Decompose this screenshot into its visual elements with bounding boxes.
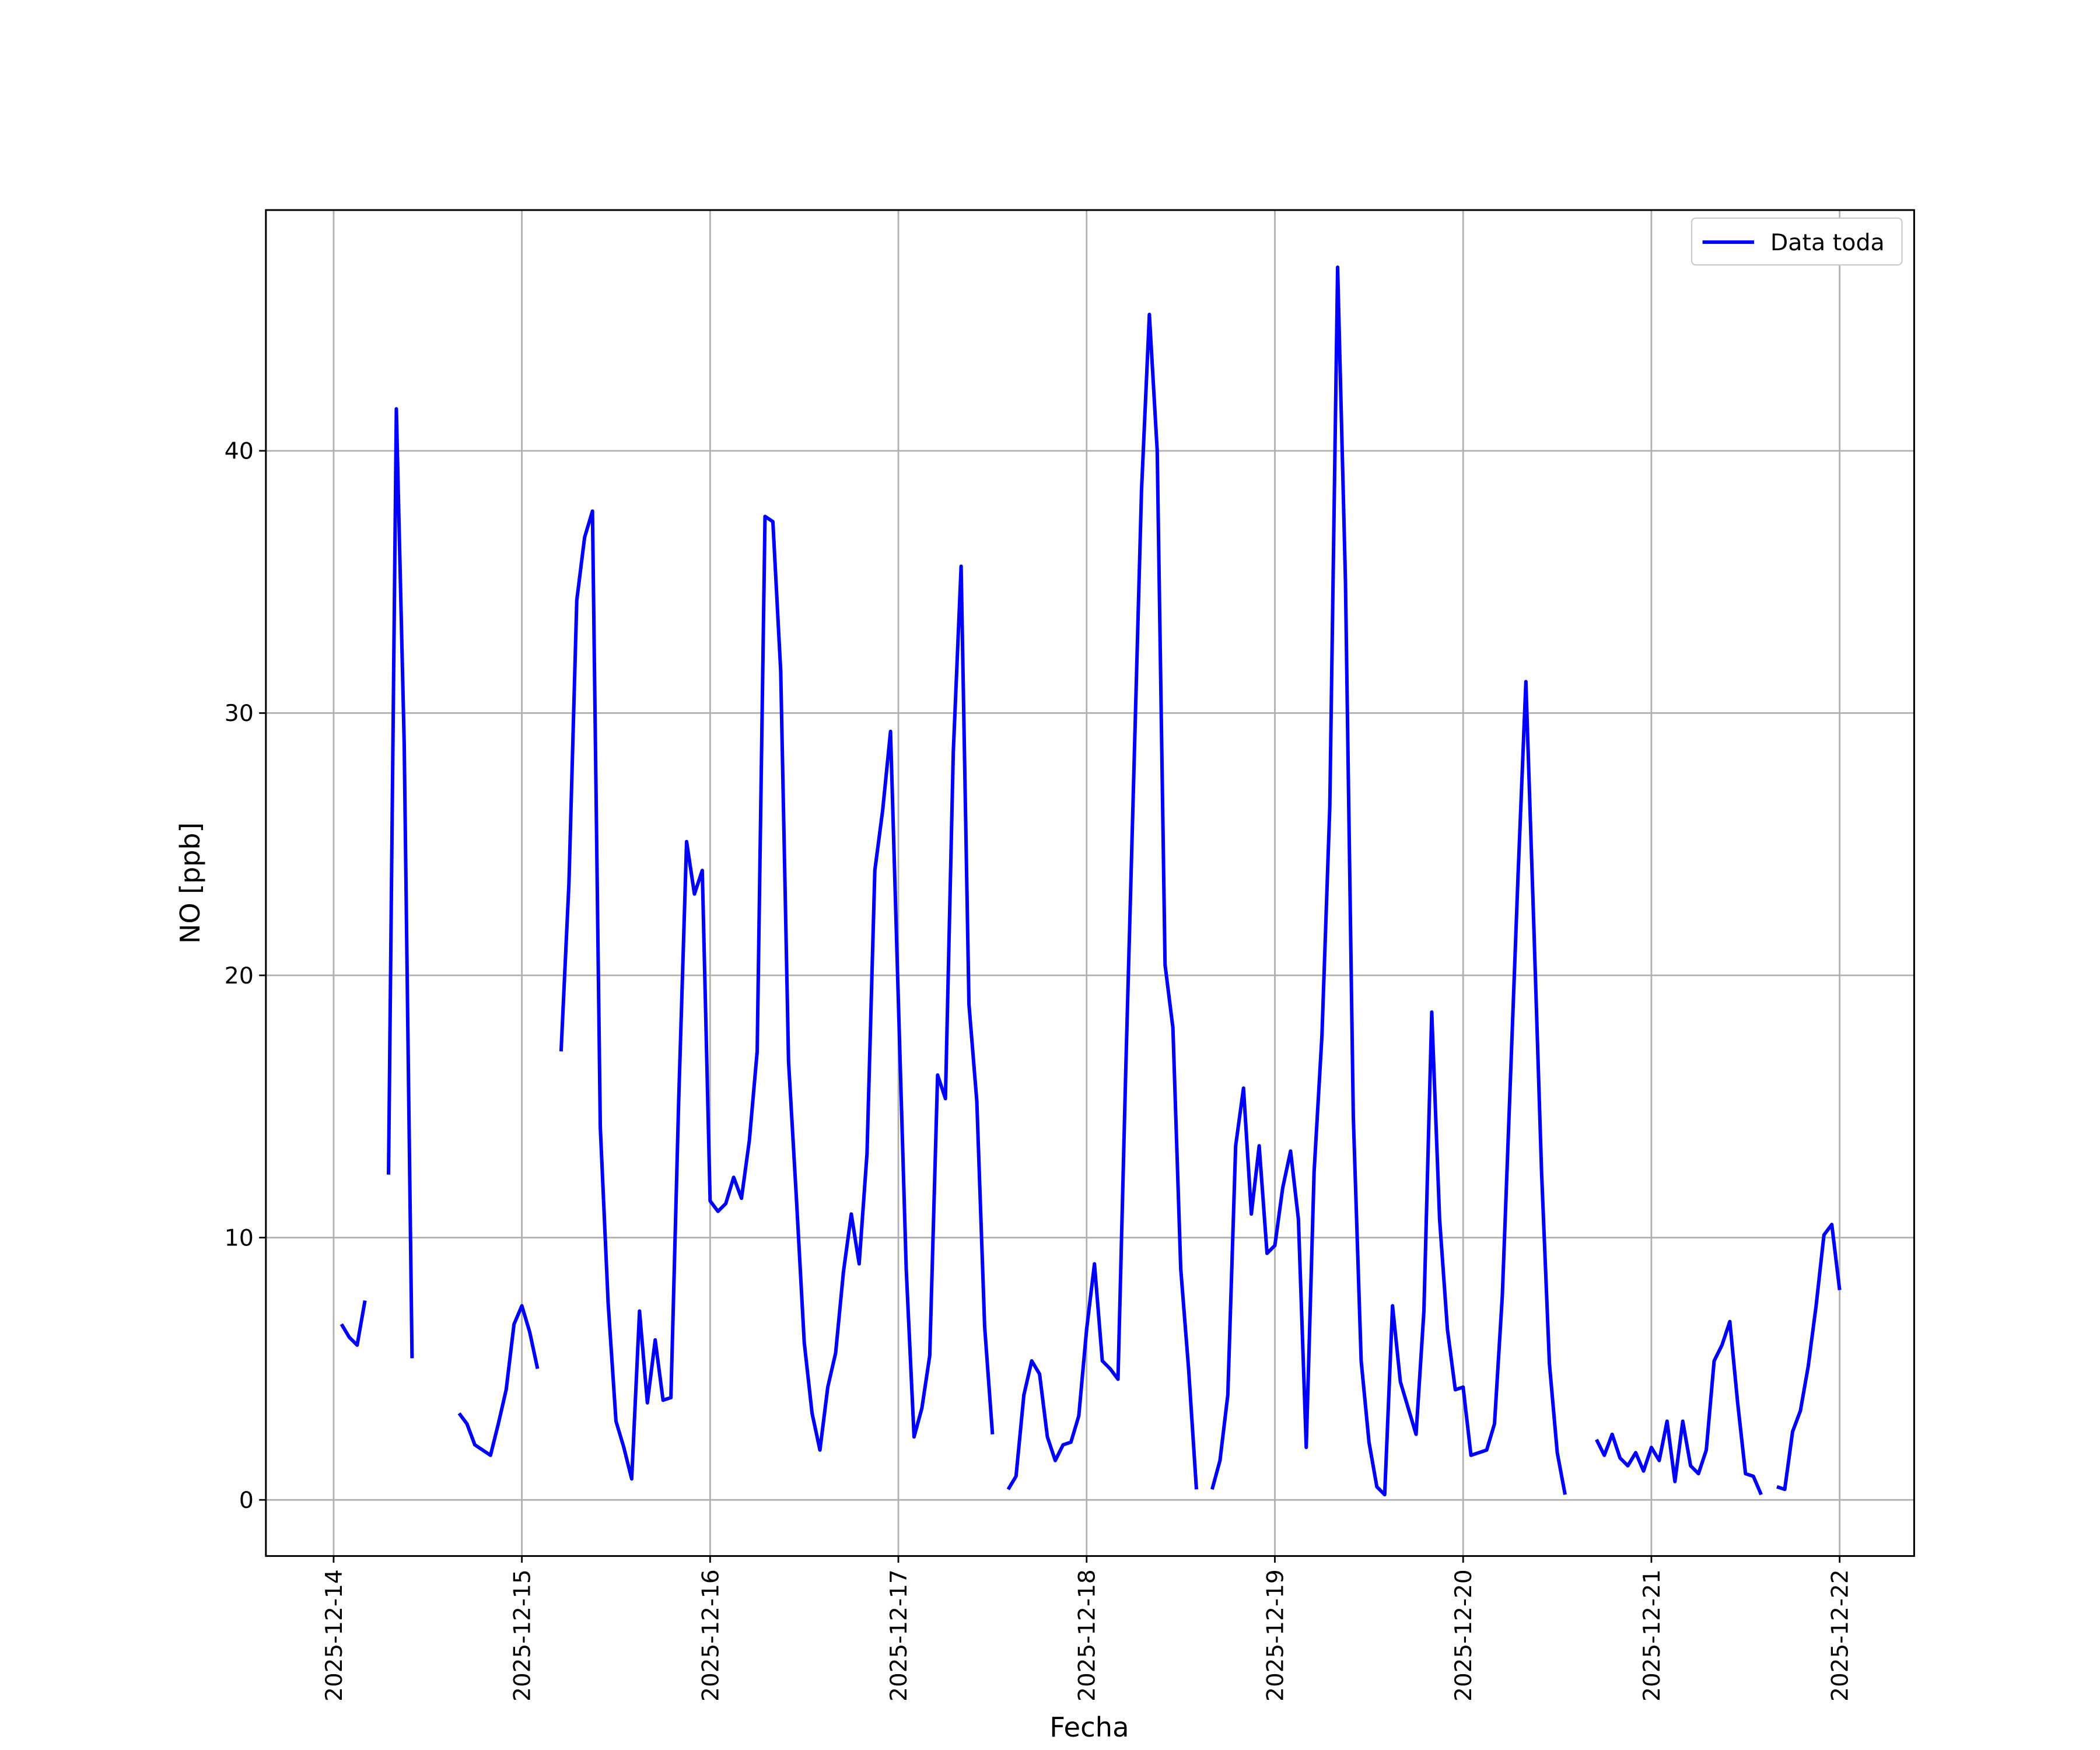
legend-box [1690, 217, 1903, 266]
y-tick-label: 20 [225, 963, 254, 989]
x-tick-label: 2025-12-19 [1262, 1569, 1289, 1702]
x-tick-label: 2025-12-16 [698, 1569, 724, 1702]
x-tick-label: 2025-12-21 [1639, 1569, 1665, 1702]
x-tick-label: 2025-12-20 [1451, 1569, 1477, 1702]
ticks: 0 10 20 30 40 2025-12-14 2025-12-15 2025-12-16 2… [225, 439, 1854, 1702]
x-axis-label: Fecha [1049, 1712, 1129, 1743]
plot-area [340, 265, 1842, 1497]
y-tick-label: 40 [225, 439, 254, 465]
legend-label: Data toda [1770, 230, 1885, 256]
data-line [340, 265, 1842, 1497]
legend: Data toda [1690, 217, 1903, 266]
y-tick-label: 30 [225, 701, 254, 727]
y-tick-label: 10 [225, 1226, 254, 1252]
x-tick-label: 2025-12-15 [509, 1569, 536, 1702]
x-tick-label: 2025-12-17 [886, 1569, 912, 1702]
x-tick-label: 2025-12-22 [1827, 1569, 1853, 1702]
y-axis-label: NO [ppb] [174, 822, 206, 944]
axes-frame [265, 209, 1915, 1557]
x-tick-label: 2025-12-18 [1074, 1569, 1100, 1702]
x-tick-label: 2025-12-14 [321, 1569, 348, 1702]
y-tick-label: 0 [239, 1488, 254, 1514]
